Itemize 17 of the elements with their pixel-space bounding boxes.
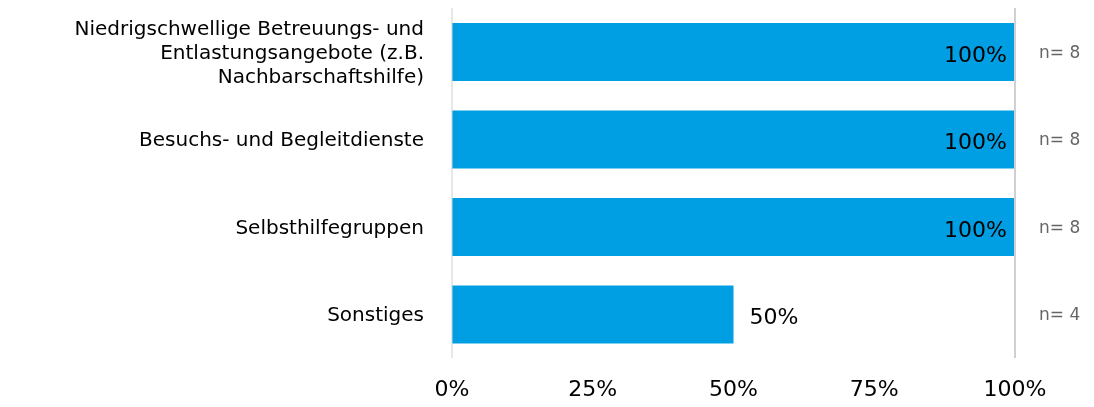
y-tick-label: Sonstiges xyxy=(327,302,424,327)
text: n= 8 xyxy=(1039,129,1081,150)
y-tick-label: Niedrigschwellige Betreuungs- und Entlastungsangebote (z.B. Nachbarschaftshilfe) xyxy=(74,15,424,88)
x-tick-label: 25% xyxy=(568,375,618,401)
x-tick-label: 0% xyxy=(434,375,470,401)
x-tick-label: 100% xyxy=(983,375,1047,401)
data-label: 50% xyxy=(749,304,799,329)
text: n= 8 xyxy=(1039,41,1081,62)
text: n= 4 xyxy=(1039,304,1081,325)
y-tick-label: Besuchs- und Begleitdienste xyxy=(139,127,424,152)
x-tick-label: 50% xyxy=(709,375,758,401)
data-label: 100% xyxy=(944,41,1007,67)
data-label: 100% xyxy=(944,216,1007,242)
data-label: 100% xyxy=(944,129,1007,154)
y-tick-label: Selbsthilfegruppen xyxy=(235,214,424,239)
text: n= 8 xyxy=(1039,216,1081,237)
x-tick-label: 75% xyxy=(849,375,899,401)
